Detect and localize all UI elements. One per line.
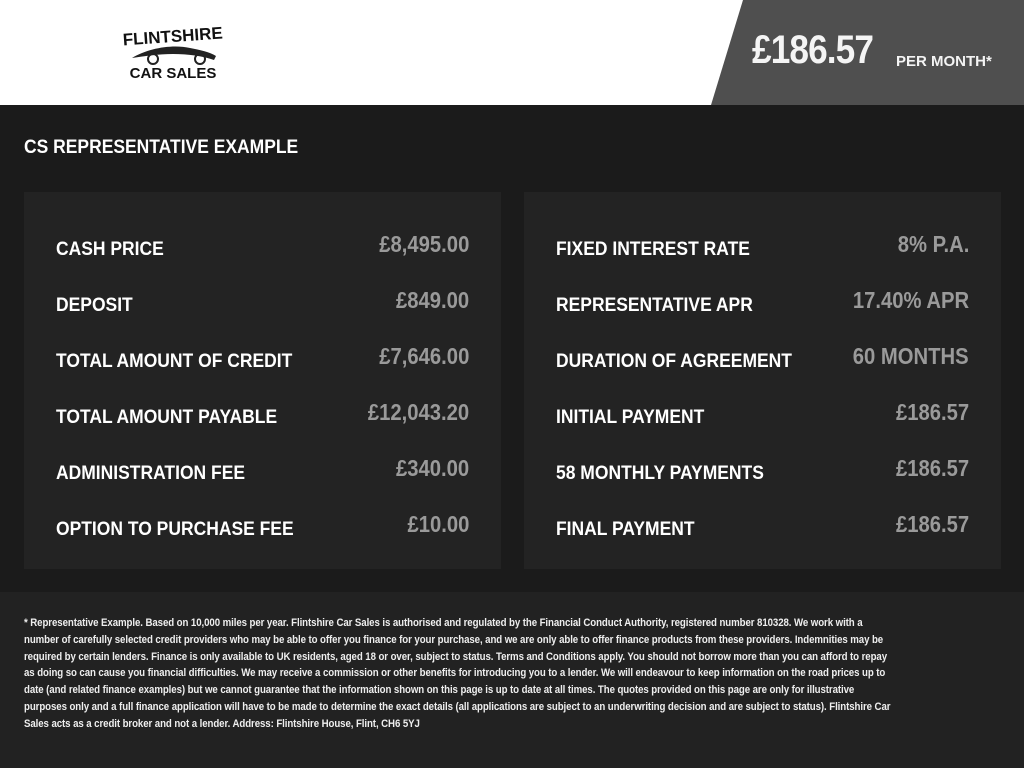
finance-label: FINAL PAYMENT xyxy=(556,519,695,540)
finance-label: REPRESENTATIVE APR xyxy=(556,295,753,316)
header: FLINTSHIRE CAR SALES £186.57 PER MONTH* xyxy=(0,0,1024,105)
logo[interactable]: FLINTSHIRE CAR SALES xyxy=(118,22,228,84)
logo-text-top: FLINTSHIRE xyxy=(122,24,223,50)
finance-row: ADMINISTRATION FEE £340.00 xyxy=(56,442,469,498)
finance-value: £186.57 xyxy=(895,454,969,481)
per-month-label: PER MONTH* xyxy=(896,53,992,70)
finance-row: 58 MONTHLY PAYMENTS £186.57 xyxy=(556,442,969,498)
monthly-price: £186.57 xyxy=(752,28,874,72)
finance-label: CASH PRICE xyxy=(56,239,164,260)
finance-value: £340.00 xyxy=(395,454,469,481)
finance-value: 60 MONTHS xyxy=(853,342,969,369)
finance-label: OPTION TO PURCHASE FEE xyxy=(56,519,294,540)
finance-row: FINAL PAYMENT £186.57 xyxy=(556,498,969,554)
finance-label: TOTAL AMOUNT PAYABLE xyxy=(56,407,278,428)
finance-row: FIXED INTEREST RATE 8% P.A. xyxy=(556,218,969,274)
finance-label: TOTAL AMOUNT OF CREDIT xyxy=(56,351,293,372)
car-silhouette-icon xyxy=(132,46,216,60)
section-title: CS REPRESENTATIVE EXAMPLE xyxy=(24,137,299,158)
finance-panel-left: CASH PRICE £8,495.00 DEPOSIT £849.00 TOTAL A… xyxy=(24,192,501,569)
finance-value: £849.00 xyxy=(395,286,469,313)
finance-value: 17.40% APR xyxy=(852,286,969,313)
finance-label: ADMINISTRATION FEE xyxy=(56,463,246,484)
finance-label: 58 MONTHLY PAYMENTS xyxy=(556,463,764,484)
finance-row: INITIAL PAYMENT £186.57 xyxy=(556,386,969,442)
disclaimer-text: * Representative Example. Based on 10,00… xyxy=(24,617,891,730)
finance-value: £7,646.00 xyxy=(378,342,469,369)
finance-row: CASH PRICE £8,495.00 xyxy=(56,218,469,274)
finance-row: DURATION OF AGREEMENT 60 MONTHS xyxy=(556,330,969,386)
finance-label: FIXED INTEREST RATE xyxy=(556,239,750,260)
footer: * Representative Example. Based on 10,00… xyxy=(0,592,1024,768)
finance-value: £186.57 xyxy=(895,398,969,425)
finance-label: INITIAL PAYMENT xyxy=(556,407,705,428)
finance-row: OPTION TO PURCHASE FEE £10.00 xyxy=(56,498,469,554)
finance-value: 8% P.A. xyxy=(897,230,969,257)
finance-value: £186.57 xyxy=(895,510,969,537)
finance-row: TOTAL AMOUNT OF CREDIT £7,646.00 xyxy=(56,330,469,386)
monthly-price-box xyxy=(711,0,1024,105)
finance-label: DEPOSIT xyxy=(56,295,133,316)
finance-row: TOTAL AMOUNT PAYABLE £12,043.20 xyxy=(56,386,469,442)
finance-row: DEPOSIT £849.00 xyxy=(56,274,469,330)
finance-value: £12,043.20 xyxy=(367,398,469,425)
logo-text-bottom: CAR SALES xyxy=(130,65,217,82)
finance-value: £8,495.00 xyxy=(378,230,469,257)
finance-label: DURATION OF AGREEMENT xyxy=(556,351,792,372)
finance-row: REPRESENTATIVE APR 17.40% APR xyxy=(556,274,969,330)
finance-value: £10.00 xyxy=(407,510,469,537)
finance-panel-right: FIXED INTEREST RATE 8% P.A. REPRESENTATIVE… xyxy=(524,192,1001,569)
